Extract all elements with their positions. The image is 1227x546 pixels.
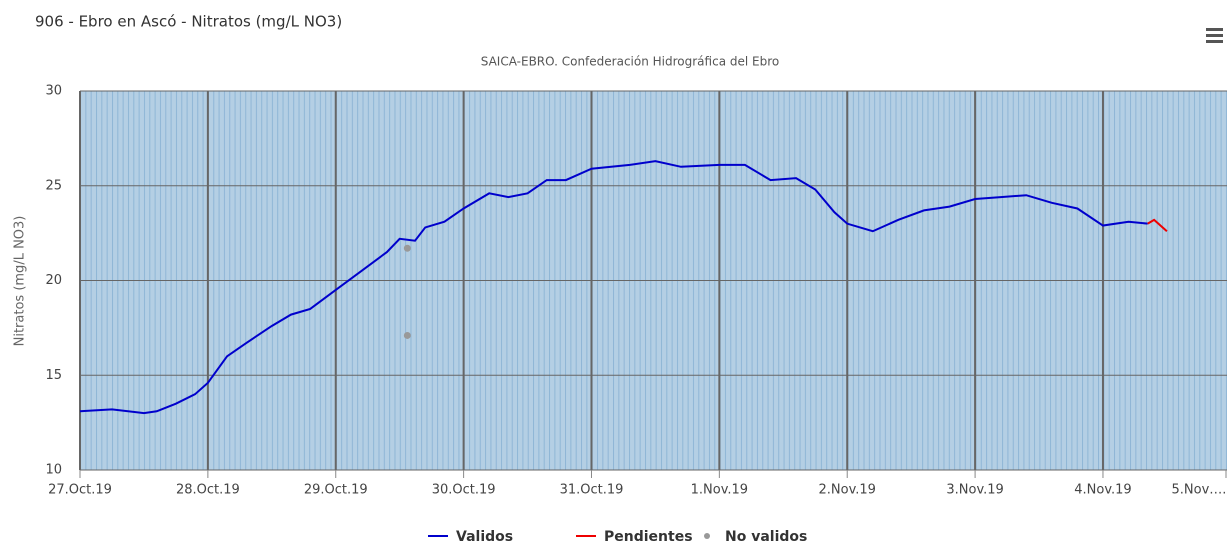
- x-tick-label: 28.Oct.19: [176, 483, 240, 498]
- x-tick-label: 27.Oct.19: [48, 483, 112, 498]
- y-tick-label: 25: [45, 178, 62, 193]
- series-line: [1147, 218, 1168, 232]
- series-line: [79, 160, 1148, 415]
- menu-bar: [1206, 40, 1223, 43]
- legend-label[interactable]: No validos: [725, 529, 807, 545]
- x-tick-label: 3.Nov.19: [946, 483, 1003, 498]
- legend-symbol: [704, 533, 710, 539]
- menu-bar: [1206, 28, 1223, 31]
- x-tick-label: 31.Oct.19: [560, 483, 624, 498]
- menu-bar: [1206, 34, 1223, 37]
- point: [403, 331, 411, 339]
- x-tick-label: 2.Nov.19: [818, 483, 875, 498]
- x-tick-label: 1.Nov.19: [691, 483, 748, 498]
- menu-button[interactable]: [1206, 28, 1223, 43]
- chart-subtitle: SAICA-EBRO. Confederación Hidrográfica d…: [481, 55, 779, 69]
- legend-label[interactable]: Pendientes: [604, 529, 693, 545]
- x-tick-label: 29.Oct.19: [304, 483, 368, 498]
- y-tick-label: 30: [45, 84, 62, 99]
- y-axis-title: Nitratos (mg/L NO3): [13, 216, 28, 347]
- y-tick-label: 10: [45, 463, 62, 478]
- y-tick-label: 15: [45, 368, 62, 383]
- point: [403, 244, 411, 252]
- legend-label[interactable]: Validos: [456, 529, 513, 545]
- x-tick-label: 30.Oct.19: [432, 483, 496, 498]
- x-tick-label: 4.Nov.19: [1074, 483, 1131, 498]
- x-tick-label: 5.Nov….: [1172, 483, 1227, 498]
- chart-title: 906 - Ebro en Ascó - Nitratos (mg/L NO3): [35, 13, 342, 31]
- y-tick-label: 20: [45, 273, 62, 288]
